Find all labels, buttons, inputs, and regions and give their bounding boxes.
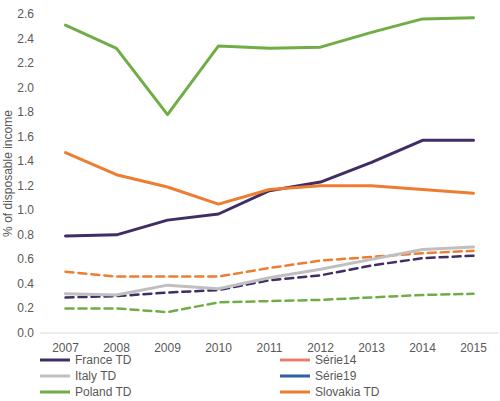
chart-svg: 0.0 0.2 0.4 0.6 0.8 1.0 1.2 1.4 1.6 1.8 2.0 2.2 2.4 2… bbox=[0, 0, 500, 401]
tick-mark bbox=[38, 161, 40, 162]
legend-swatch bbox=[40, 359, 70, 362]
lines bbox=[66, 18, 474, 312]
legend-label: Série14 bbox=[315, 353, 357, 367]
series-line bbox=[66, 247, 474, 295]
y-tick-label: 1.0 bbox=[17, 203, 34, 217]
y-tick-label: 0.4 bbox=[17, 277, 34, 291]
tick-mark bbox=[38, 63, 40, 64]
x-tick-label: 2013 bbox=[358, 341, 385, 355]
y-tick-label: 1.6 bbox=[17, 130, 34, 144]
legend: France TD Série14 Italy TD Série19 Poland TD… bbox=[40, 353, 380, 399]
legend-swatch bbox=[280, 391, 310, 394]
tick-mark bbox=[38, 87, 40, 88]
x-tick-label: 2014 bbox=[409, 341, 436, 355]
tick-mark bbox=[38, 234, 40, 235]
y-axis: 0.0 0.2 0.4 0.6 0.8 1.0 1.2 1.4 1.6 1.8 2.0 2.2 2.4 2… bbox=[17, 7, 40, 340]
chart-container: 0.0 0.2 0.4 0.6 0.8 1.0 1.2 1.4 1.6 1.8 2.0 2.2 2.4 2… bbox=[0, 0, 500, 401]
series-line bbox=[66, 140, 474, 236]
tick-mark bbox=[38, 259, 40, 260]
tick-mark bbox=[38, 210, 40, 211]
tick-mark bbox=[38, 38, 40, 39]
x-tick-label: 2011 bbox=[257, 341, 283, 355]
legend-swatch bbox=[280, 359, 310, 362]
series-line bbox=[66, 153, 474, 205]
tick-mark bbox=[38, 185, 40, 186]
legend-label: France TD bbox=[75, 353, 132, 367]
series-line bbox=[66, 18, 474, 115]
y-tick-label: 0.2 bbox=[17, 301, 34, 315]
tick-mark bbox=[38, 14, 40, 15]
y-tick-label: 1.4 bbox=[17, 154, 34, 168]
legend-swatch bbox=[40, 375, 70, 378]
series-line bbox=[66, 251, 474, 277]
y-tick-label: 2.2 bbox=[17, 56, 34, 70]
y-tick-label: 2.6 bbox=[17, 7, 34, 21]
legend-swatch bbox=[280, 375, 310, 378]
y-tick-label: 2.0 bbox=[17, 81, 34, 95]
legend-label: Poland TD bbox=[75, 385, 132, 399]
y-axis-label: % of disposable income bbox=[1, 110, 15, 237]
y-tick-label: 0.8 bbox=[17, 228, 34, 242]
legend-label: Italy TD bbox=[75, 369, 116, 383]
tick-mark bbox=[38, 308, 40, 309]
tick-mark bbox=[38, 333, 40, 334]
legend-swatch bbox=[40, 391, 70, 394]
x-tick-label: 2015 bbox=[460, 341, 487, 355]
y-tick-label: 1.8 bbox=[17, 105, 34, 119]
x-tick-label: 2009 bbox=[154, 341, 181, 355]
x-axis-line bbox=[40, 333, 499, 334]
y-tick-label: 0.0 bbox=[17, 326, 34, 340]
tick-mark bbox=[38, 136, 40, 137]
tick-mark bbox=[38, 112, 40, 113]
y-tick-label: 1.2 bbox=[17, 179, 34, 193]
tick-mark bbox=[38, 283, 40, 284]
y-tick-label: 2.4 bbox=[17, 32, 34, 46]
legend-label: Série19 bbox=[315, 369, 357, 383]
y-tick-label: 0.6 bbox=[17, 252, 34, 266]
series-line bbox=[66, 294, 474, 312]
x-tick-label: 2010 bbox=[205, 341, 232, 355]
legend-label: Slovakia TD bbox=[315, 385, 380, 399]
